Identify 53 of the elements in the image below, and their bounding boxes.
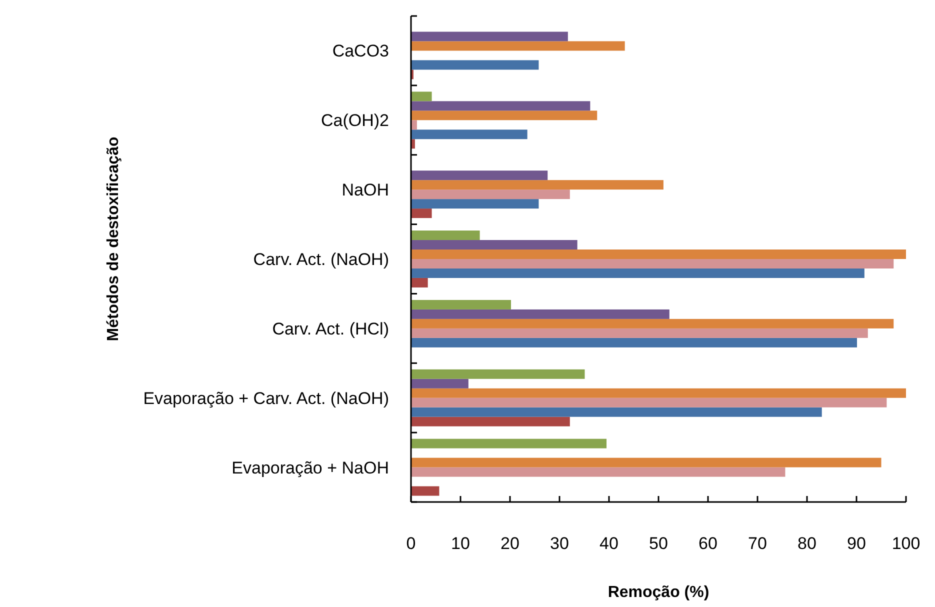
x-tick-label: 70 — [748, 534, 767, 553]
x-tick-label: 80 — [798, 534, 816, 553]
bar — [411, 278, 428, 288]
bar — [411, 199, 539, 209]
bar — [411, 438, 607, 448]
bar — [411, 318, 894, 328]
x-tick-label: 30 — [550, 534, 569, 553]
bar — [411, 208, 432, 218]
bar — [411, 398, 887, 408]
bar — [411, 180, 664, 190]
bar — [411, 328, 868, 338]
bar — [411, 259, 894, 268]
bar — [411, 268, 864, 278]
y-tick-label: Ca(OH)2 — [320, 111, 389, 130]
bar — [411, 110, 598, 120]
bar — [411, 407, 822, 417]
bar — [411, 250, 906, 259]
bar — [411, 190, 570, 200]
bar — [411, 369, 585, 379]
x-tick-label: 0 — [406, 534, 416, 553]
bar — [411, 170, 548, 180]
bar — [411, 32, 568, 42]
y-tick-label: Carv. Act. (HCl) — [272, 319, 389, 338]
y-tick-label: Evaporação + NaOH — [232, 458, 389, 478]
x-tick-label: 90 — [847, 534, 866, 553]
y-tick-label: Evaporação + Carv. Act. (NaOH) — [143, 388, 389, 408]
bar — [411, 458, 882, 468]
bar — [411, 309, 670, 319]
bar — [411, 60, 539, 70]
bar — [411, 338, 857, 348]
bar — [411, 388, 906, 398]
bar — [411, 486, 440, 496]
y-tick-label: Carv. Act. (NaOH) — [253, 250, 389, 269]
x-tick-label: 20 — [500, 534, 520, 553]
x-tick-label: 40 — [600, 534, 618, 553]
bar — [411, 101, 590, 111]
bar — [411, 240, 578, 250]
x-tick-label: 60 — [698, 534, 718, 553]
y-axis-title: Métodos de destoxificação — [105, 136, 122, 342]
bar — [411, 300, 511, 310]
x-tick-label: 50 — [649, 534, 668, 553]
bar — [411, 41, 625, 51]
y-tick-label: CaCO3 — [332, 42, 389, 61]
bar — [411, 467, 786, 477]
bar — [411, 92, 432, 102]
x-axis-title: Remoção (%) — [608, 584, 710, 601]
bar — [411, 378, 468, 388]
bar — [411, 230, 480, 240]
x-tick-label: 100 — [892, 534, 920, 553]
y-tick-label: NaOH — [342, 180, 389, 200]
x-tick-label: 10 — [451, 534, 470, 553]
bar — [411, 416, 570, 426]
bar — [411, 130, 528, 140]
